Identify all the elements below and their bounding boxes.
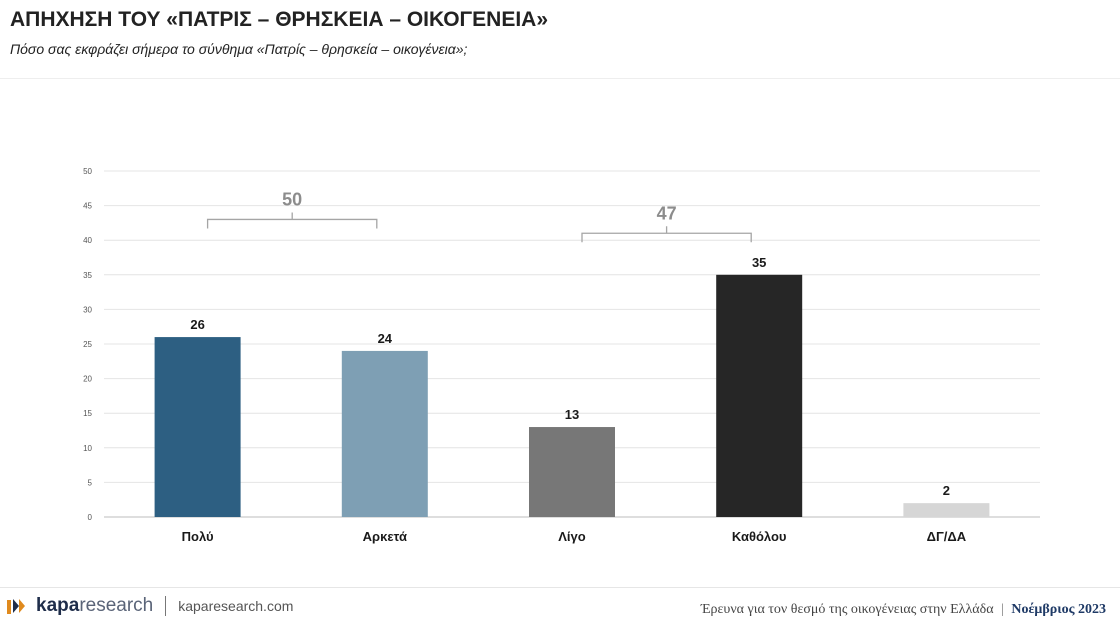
bar-value-label: 24 [378,331,393,346]
bar-value-label: 13 [565,407,579,422]
chart-bars [154,274,990,517]
y-tick-label: 45 [83,202,92,211]
group-total-label: 47 [657,203,677,223]
x-category-label: Πολύ [182,529,214,544]
logo-research-text: research [79,595,154,616]
kapa-logo-icon [6,595,28,617]
survey-date: Νοέμβριος 2023 [1011,602,1106,617]
y-tick-label: 0 [88,513,93,522]
bar [716,274,803,517]
y-tick-label: 30 [83,305,92,314]
y-tick-label: 50 [83,167,92,176]
bar-chart: 0 5 10 15 20 25 30 35 40 45 50 26 24 13 35 2 Πολύ Αρκετ… [83,167,1040,544]
page-title: ΑΠΗΧΗΣΗ ΤΟΥ «ΠΑΤΡΙΣ – ΘΡΗΣΚΕΙΑ – ΟΙΚΟΓΕΝ… [10,8,549,31]
logo-wordmark: kaparesearch [36,595,153,617]
group-bracket [581,226,752,243]
x-category-label: Λίγο [558,529,586,544]
bar-value-labels: 26 24 13 35 2 [190,255,950,498]
y-tick-label: 10 [83,444,92,453]
y-tick-label: 40 [83,236,92,245]
bar-value-label: 2 [943,483,950,498]
bar [903,503,990,517]
logo-kapa-text: kapa [36,595,80,616]
page-subtitle: Πόσο σας εκφράζει σήμερα το σύνθημα «Πατ… [10,41,468,57]
x-category-label: ΔΓ/ΔΑ [927,529,967,544]
header-divider [0,78,1120,79]
x-category-label: Καθόλου [732,529,787,544]
group-annotations: 50 47 [206,189,752,243]
footer-divider [0,587,1120,588]
bar [529,427,615,517]
x-axis-labels: Πολύ Αρκετά Λίγο Καθόλου ΔΓ/ΔΑ [182,529,967,544]
group-bracket [206,212,378,229]
y-axis-ticks: 0 5 10 15 20 25 30 35 40 45 50 [83,167,92,522]
y-tick-label: 35 [83,271,92,280]
kapa-research-logo: kaparesearch kaparesearch.com [6,595,293,617]
bar [154,337,241,517]
bar-value-label: 26 [190,317,204,332]
y-tick-label: 5 [88,478,93,487]
bar [341,350,428,517]
survey-title: Έρευνα για τον θεσμό της οικογένειας στη… [700,602,994,617]
website-link[interactable]: kaparesearch.com [178,598,294,614]
logo-separator [165,596,167,616]
y-tick-label: 15 [83,409,92,418]
bar-value-label: 35 [752,255,766,270]
x-category-label: Αρκετά [363,529,407,544]
y-tick-label: 20 [83,375,92,384]
footer-separator: | [1001,602,1004,617]
y-tick-label: 25 [83,340,92,349]
group-total-label: 50 [282,189,302,209]
footer-survey-info: Έρευνα για τον θεσμό της οικογένειας στη… [701,602,1106,618]
